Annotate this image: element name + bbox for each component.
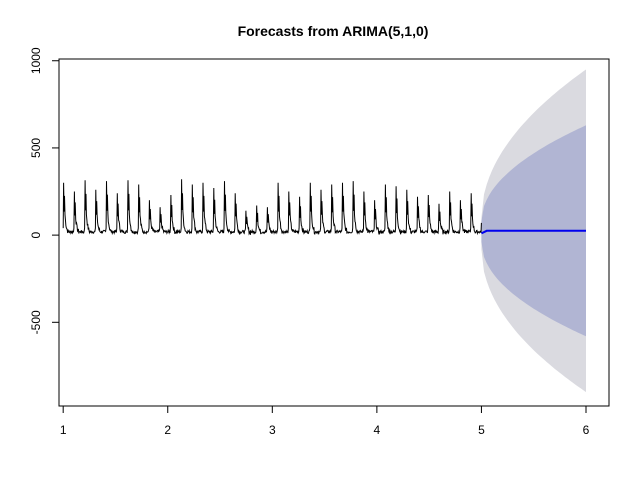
x-axis: 1 2 3 4 5 6 bbox=[60, 405, 590, 437]
x-tick-label: 2 bbox=[164, 423, 171, 437]
y-axis: -500 0 500 1000 bbox=[29, 47, 60, 334]
y-tick-label: 500 bbox=[29, 138, 43, 158]
y-tick-label: -500 bbox=[29, 310, 43, 334]
y-tick-label: 0 bbox=[29, 231, 43, 238]
x-tick-label: 3 bbox=[269, 423, 276, 437]
series-point-forecast bbox=[480, 229, 586, 235]
x-tick-label: 6 bbox=[583, 423, 590, 437]
x-tick-label: 5 bbox=[478, 423, 485, 437]
y-tick-label: 1000 bbox=[29, 47, 43, 74]
series-observed bbox=[62, 179, 482, 236]
chart-title: Forecasts from ARIMA(5,1,0) bbox=[238, 23, 429, 39]
series-lines bbox=[62, 179, 586, 236]
x-tick-label: 4 bbox=[374, 423, 381, 437]
x-tick-label: 1 bbox=[60, 423, 67, 437]
